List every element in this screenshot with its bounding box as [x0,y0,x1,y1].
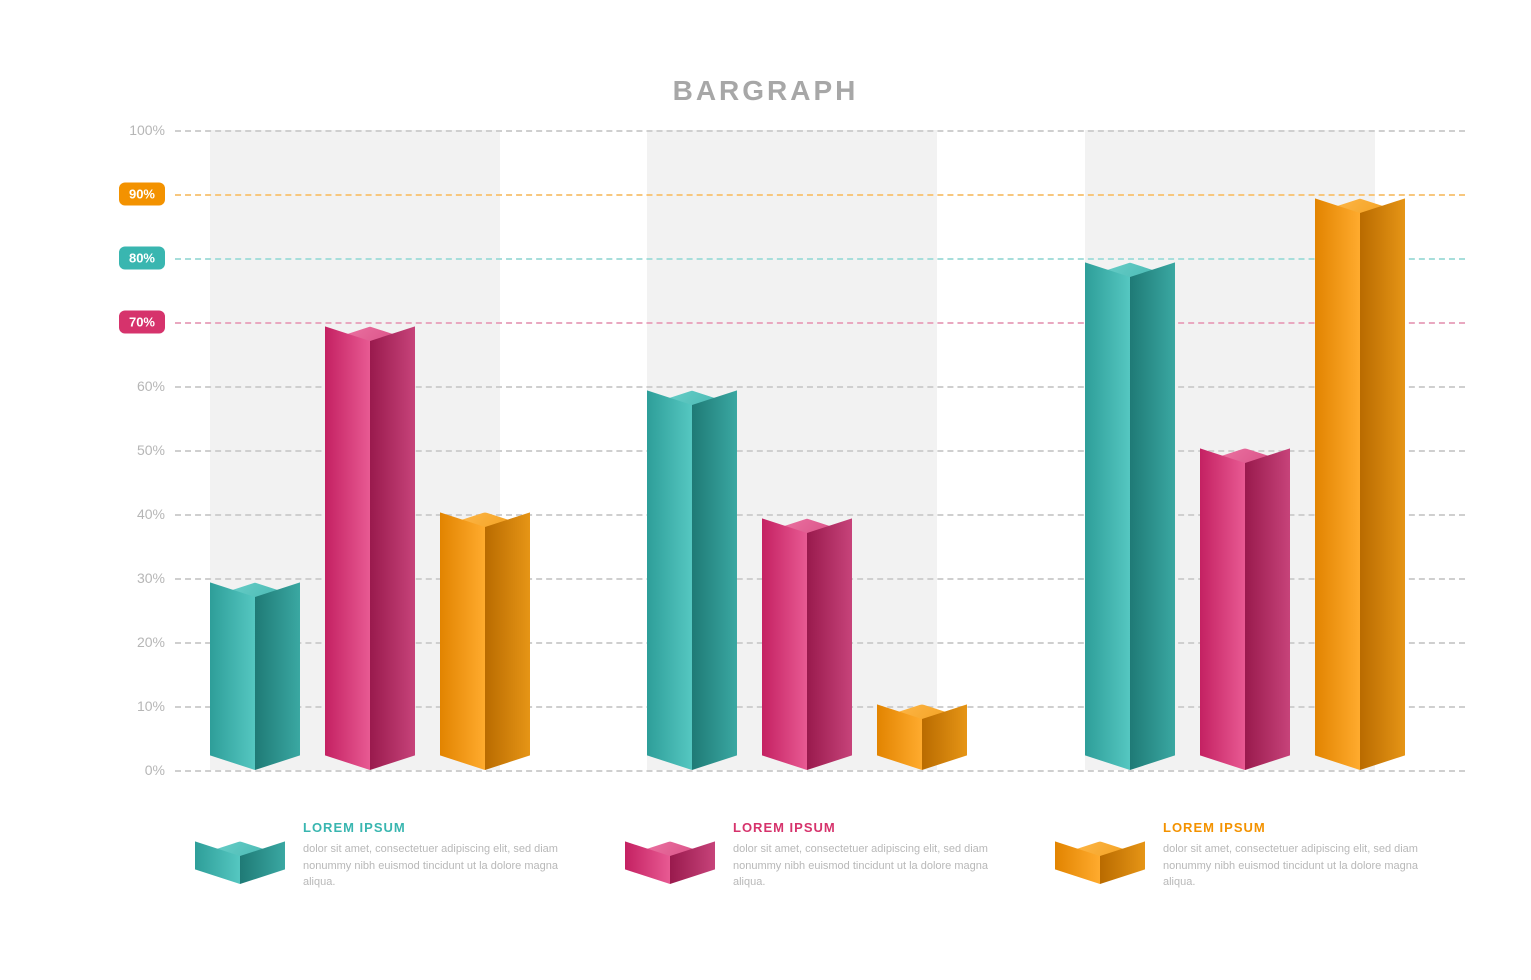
legend-swatch-pink [625,824,715,884]
bar-pink [1200,433,1290,770]
y-axis-label: 100% [125,122,165,138]
legend-swatch-teal [195,824,285,884]
legend-title: LOREM IPSUM [303,820,585,835]
gridline [175,194,1465,196]
legend: LOREM IPSUM dolor sit amet, consectetuer … [175,820,1465,960]
bar-teal [210,567,300,770]
y-axis-badge: 70% [119,311,165,334]
gridline [175,770,1465,772]
y-axis-badge: 90% [119,183,165,206]
plot-area: 0%10%20%30%40%50%60%70%80%90%100% [175,130,1465,770]
y-axis-label: 0% [125,762,165,778]
y-axis-badge: 80% [119,247,165,270]
legend-swatch-orange [1055,824,1145,884]
chart-title: BARGRAPH [0,75,1531,107]
gridline [175,258,1465,260]
legend-item-orange: LOREM IPSUM dolor sit amet, consectetuer … [1035,820,1465,960]
bar-orange [1315,183,1405,770]
legend-description: dolor sit amet, consectetuer adipiscing … [733,841,1015,891]
legend-item-teal: LOREM IPSUM dolor sit amet, consectetuer … [175,820,605,960]
bar-pink [325,311,415,770]
y-axis-label: 30% [125,570,165,586]
bar-pink [762,503,852,770]
y-axis-label: 40% [125,506,165,522]
y-axis-label: 50% [125,442,165,458]
legend-description: dolor sit amet, consectetuer adipiscing … [1163,841,1445,891]
legend-description: dolor sit amet, consectetuer adipiscing … [303,841,585,891]
bar-teal [647,375,737,770]
legend-title: LOREM IPSUM [733,820,1015,835]
bar-orange [877,689,967,770]
legend-title: LOREM IPSUM [1163,820,1445,835]
y-axis-label: 10% [125,698,165,714]
bar-teal [1085,247,1175,770]
legend-item-pink: LOREM IPSUM dolor sit amet, consectetuer … [605,820,1035,960]
y-axis-label: 60% [125,378,165,394]
gridline [175,130,1465,132]
bar-orange [440,497,530,770]
bargraph-infographic: BARGRAPH 0%10%20%30%40%50%60%70%80%90%10… [0,0,1531,980]
y-axis-label: 20% [125,634,165,650]
